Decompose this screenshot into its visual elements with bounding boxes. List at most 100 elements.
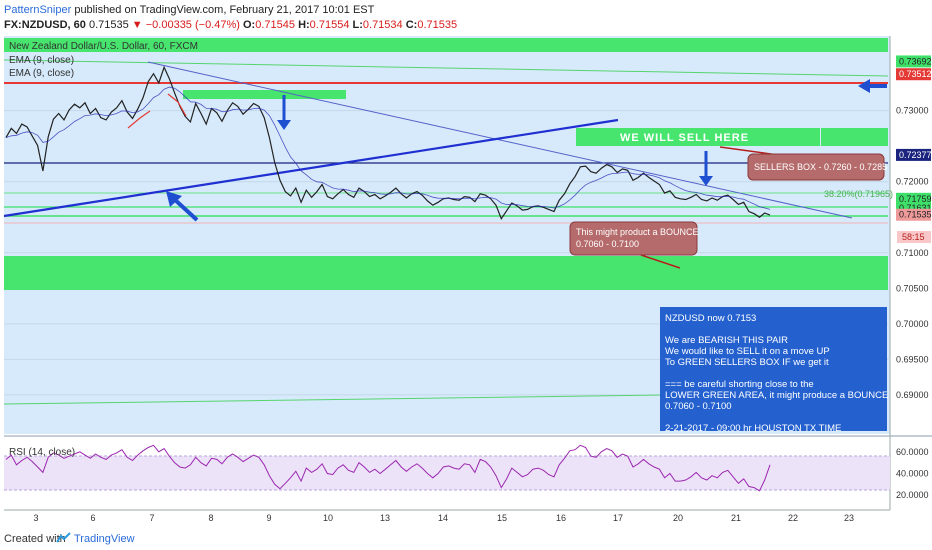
time-tick-label: 7: [149, 513, 154, 523]
price-tag-label: 0.72377: [899, 150, 932, 160]
time-axis-labels: 3 6 7 8 9 10 13 14 15 16 17 20 21 22 23: [33, 513, 854, 523]
price-axis-labels: 0.73000 0.72000 0.71000 0.70500 0.70000 0.695…: [896, 106, 929, 400]
time-tick-label: 17: [613, 513, 623, 523]
arrow-down-icon-2: [699, 151, 713, 186]
time-tick-label: 10: [323, 513, 333, 523]
right-green-box: [821, 128, 888, 146]
price-tick-label: 0.69500: [896, 354, 929, 364]
ema-series: [5, 86, 771, 210]
analysis-note-text: NZDUSD now 0.7153 We are BEARISH THIS PAI…: [665, 313, 888, 434]
rsi-tick-label: 60.0000: [896, 447, 929, 457]
price-tags: 0.73692 0.73512 0.72377 0.717590.716310.715…: [896, 55, 932, 221]
price-tick-label: 0.69000: [896, 390, 929, 400]
author-link[interactable]: PatternSniper: [4, 4, 72, 16]
note-line: LOWER GREEN AREA, it might produce a BOU…: [665, 390, 888, 401]
published-text: published on TradingView.com, February 2…: [71, 4, 375, 16]
footer: Created with TradingView: [0, 526, 932, 550]
bounce-callout: [569, 221, 698, 256]
price-tag-label: 0.71535: [899, 210, 932, 220]
price-tag-label: 0.73692: [899, 56, 932, 66]
open-label: O:: [243, 19, 256, 31]
rsi-tick-label: 20.0000: [896, 490, 929, 500]
price-tag: [896, 148, 931, 161]
ema-red-segment-1: [127, 110, 151, 129]
sell-here-label: WE WILL SELL HERE: [620, 132, 749, 144]
arrow-down-icon-1: [277, 95, 291, 130]
price-tag: [896, 192, 931, 205]
chart-header: PatternSniper published on TradingView.c…: [0, 0, 932, 36]
ema-label-1[interactable]: EMA (9, close): [9, 55, 74, 66]
sellers-box-callout: [747, 153, 885, 181]
time-tick-label: 13: [380, 513, 390, 523]
note-line: To GREEN SELLERS BOX IF we get it: [665, 357, 829, 368]
price-tag: [896, 68, 931, 81]
price-tag-label: 0.71631: [899, 203, 932, 213]
top-green-zone: [4, 38, 888, 52]
sellers-green-box: [576, 128, 820, 146]
bounce-text-2: 0.7060 - 0.7100: [576, 239, 639, 249]
close-label: C:: [405, 19, 418, 31]
ascending-trendline: [3, 118, 619, 218]
price-tag-label: 0.71759: [899, 194, 932, 204]
time-tick-label: 8: [208, 513, 213, 523]
note-line: NZDUSD now 0.7153: [665, 313, 756, 324]
high-label: H:: [298, 19, 310, 31]
descending-trendline: [147, 61, 853, 219]
rsi-band: [4, 456, 890, 490]
note-line: 2-21-2017 - 09:00 hr HOUSTON TX TIME: [665, 423, 841, 434]
ema-red-segment-2: [167, 93, 187, 117]
countdown-tag: [897, 231, 931, 243]
time-tick-label: 20: [673, 513, 683, 523]
arrow-up-left-icon: [166, 191, 199, 222]
price-tag-label: 0.73512: [899, 69, 932, 79]
instrument-label: New Zealand Dollar/U.S. Dollar, 60, FXCM: [9, 41, 198, 52]
close-value: 0.71535: [417, 19, 458, 31]
rsi-axis-labels: 60.0000 40.0000 20.0000: [896, 447, 929, 500]
open-value: 0.71545: [255, 19, 295, 31]
fib-label: 38.20%(0.71965): [824, 189, 893, 199]
note-line: 0.7060 - 0.7100: [665, 401, 732, 412]
tradingview-logo-icon: [56, 532, 71, 543]
price-tick-label: 0.70500: [896, 283, 929, 293]
arrow-left-icon: [858, 79, 887, 93]
note-line: We are BEARISH THIS PAIR: [665, 335, 788, 346]
small-green-box: [183, 90, 346, 99]
high-value: 0.71554: [309, 19, 350, 31]
grid-lines: [4, 110, 890, 396]
price-axis: [890, 36, 932, 526]
time-tick-label: 15: [497, 513, 507, 523]
time-tick-label: 3: [33, 513, 38, 523]
ohlc-line: FX:NZDUSD, 60 0.71535 ▼ −0.00335 (−0.47%…: [4, 19, 457, 31]
time-tick-label: 9: [266, 513, 271, 523]
price-change: ▼ −0.00335 (−0.47%): [131, 19, 240, 31]
price-tick-label: 0.70000: [896, 319, 929, 329]
time-tick-label: 21: [731, 513, 741, 523]
last-price: 0.71535: [88, 19, 129, 31]
created-with-text: Created with: [4, 533, 66, 545]
symbol-label: FX:NZDUSD, 60: [4, 19, 86, 31]
price-tag: [896, 55, 931, 68]
time-tick-label: 6: [90, 513, 95, 523]
price-tick-label: 0.71000: [896, 248, 929, 258]
time-tick-label: 16: [556, 513, 566, 523]
low-value: 0.71534: [362, 19, 403, 31]
note-line: We would like to SELL it on a move UP: [665, 346, 830, 357]
time-tick-label: 14: [438, 513, 448, 523]
low-label: L:: [352, 19, 363, 31]
price-tick-label: 0.73000: [896, 106, 929, 116]
ema-label-2[interactable]: EMA (9, close): [9, 68, 74, 79]
price-tag: [896, 208, 931, 221]
bounce-text-1: This might product a BOUNCE: [576, 227, 699, 237]
time-tick-label: 22: [788, 513, 798, 523]
publish-line: PatternSniper published on TradingView.c…: [4, 4, 374, 16]
price-chart[interactable]: WE WILL SELL HERE 38.20%(0.71965) New Ze…: [0, 36, 932, 526]
tradingview-link[interactable]: TradingView: [74, 533, 135, 545]
note-line: === be careful shorting close to the: [665, 379, 814, 390]
sellers-box-text: SELLERS BOX - 0.7260 - 0.7285: [754, 162, 887, 172]
price-tick-label: 0.72000: [896, 177, 929, 187]
lower-green-zone: [4, 256, 888, 290]
rsi-tick-label: 40.0000: [896, 469, 929, 479]
countdown-text: 58:15: [902, 232, 925, 242]
rsi-label[interactable]: RSI (14, close): [9, 447, 75, 458]
time-tick-label: 23: [844, 513, 854, 523]
